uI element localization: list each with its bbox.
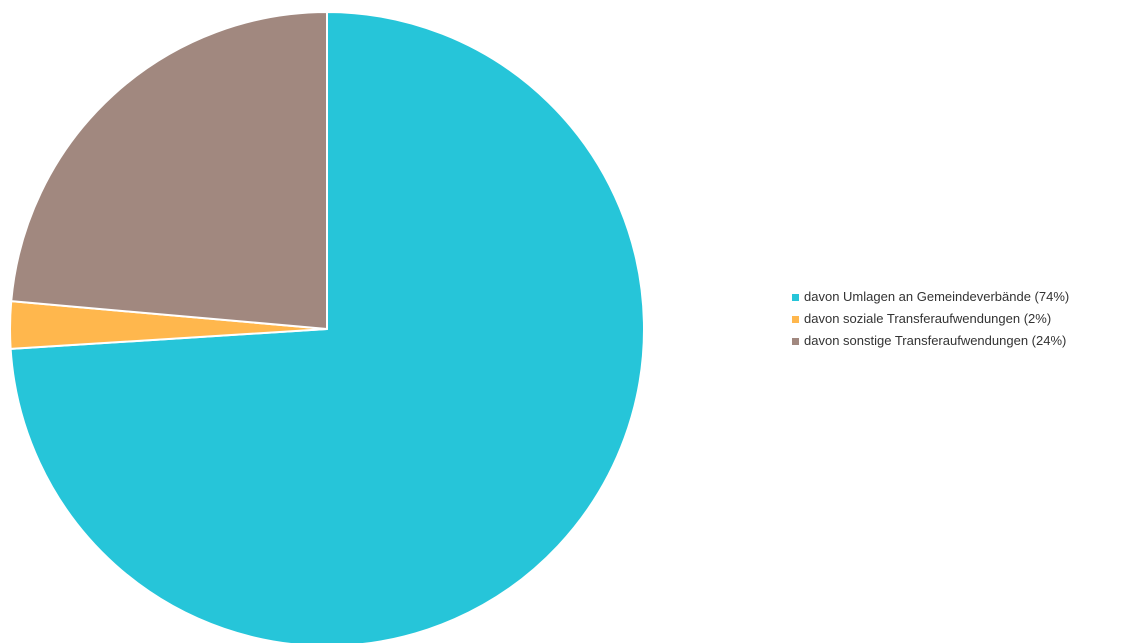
legend: davon Umlagen an Gemeindeverbände (74%) … — [792, 286, 1127, 352]
legend-label-soziale: davon soziale Transferaufwendungen (2%) — [804, 311, 1052, 326]
legend-label-sonstige: davon sonstige Transferaufwendungen (24%… — [804, 333, 1067, 348]
legend-swatch-sonstige — [792, 337, 799, 345]
legend-swatch-umlagen — [792, 293, 799, 301]
legend-item-umlagen: davon Umlagen an Gemeindeverbände (74%) — [792, 286, 1127, 308]
legend-swatch-soziale — [792, 315, 799, 323]
pie-slice-sonstige — [10, 11, 328, 330]
legend-item-sonstige: davon sonstige Transferaufwendungen (24%… — [792, 330, 1127, 352]
legend-item-soziale: davon soziale Transferaufwendungen (2%) — [792, 308, 1127, 330]
legend-label-umlagen: davon Umlagen an Gemeindeverbände (74%) — [804, 289, 1070, 304]
